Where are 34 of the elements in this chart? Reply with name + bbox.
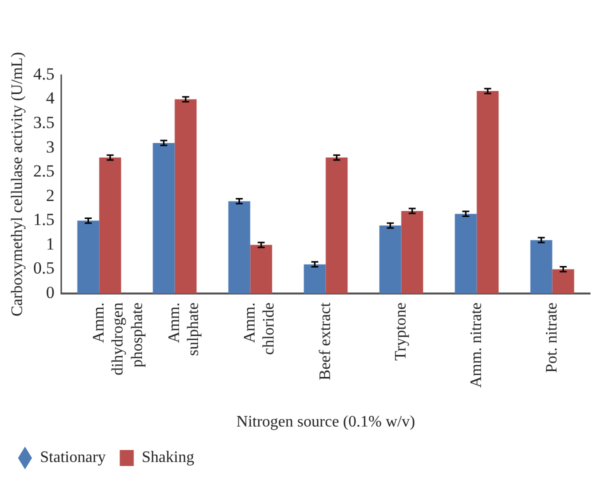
x-tick-label: Amm. nitrate: [468, 302, 485, 388]
x-tick-label: Amm. dihydrogen phosphate: [90, 302, 146, 376]
x-tick-label: Tryptone: [392, 302, 410, 361]
bar: [530, 240, 552, 294]
y-tick-label: 1: [46, 234, 54, 254]
bar: [379, 226, 402, 294]
bar: [174, 99, 197, 294]
bar: [326, 158, 348, 294]
y-tick-label: 3: [46, 137, 54, 156]
y-tick-label: 0: [46, 282, 54, 302]
legend-label: Shaking: [142, 449, 194, 466]
bar: [552, 269, 574, 294]
x-tick-label: Amm. chloride: [241, 302, 278, 355]
x-tick-label: Beef extract: [316, 302, 334, 380]
bar: [476, 91, 499, 294]
y-tick-label: 3.5: [33, 113, 54, 132]
bar: [304, 264, 326, 294]
bar: [250, 244, 272, 294]
x-tick-label: Pot. nitrate: [543, 302, 560, 373]
bar: [152, 142, 175, 294]
y-tick-label: 2.5: [33, 162, 54, 181]
y-tick-label: 2: [46, 186, 54, 205]
y-axis-title: Carboxymethyl cellulase activity (U/mL): [8, 52, 26, 316]
x-axis-title: Nitrogen source (0.1% w/v): [236, 414, 416, 431]
y-tick-label: 4.5: [33, 64, 54, 84]
y-tick-label: 1.5: [33, 210, 54, 230]
bar: [454, 214, 477, 294]
legend-label: Stationary: [40, 449, 106, 466]
y-tick-label: 0.5: [33, 258, 54, 278]
bar: [77, 220, 100, 294]
bar: [99, 158, 122, 294]
y-tick-label: 4: [46, 88, 55, 108]
bar: [228, 201, 250, 294]
bar: [401, 210, 424, 294]
